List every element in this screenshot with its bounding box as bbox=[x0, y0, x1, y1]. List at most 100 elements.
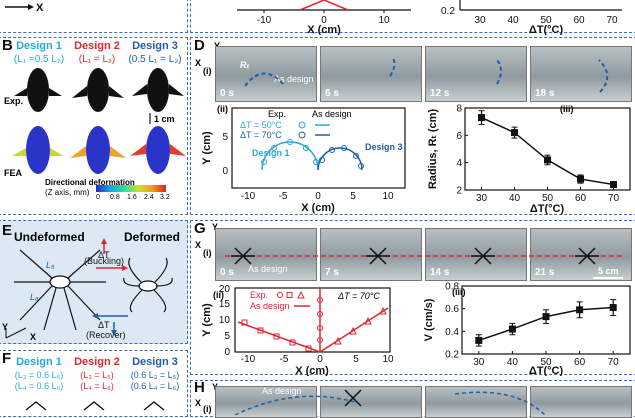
g-legend-dt: ΔT = 70°C bbox=[337, 291, 380, 301]
d-iii-ylabel: Radius, Rₜ (cm) bbox=[427, 109, 439, 190]
g-ii-xtick-5: 10 bbox=[382, 354, 394, 365]
h-axis-x: X bbox=[195, 398, 202, 408]
g-sub-ii: (ii) bbox=[213, 290, 224, 300]
g-iii-ytick-1: 0.2 bbox=[445, 350, 459, 361]
g-iii-point-2 bbox=[508, 325, 516, 333]
g-ii-xtick-2: -5 bbox=[280, 354, 289, 365]
d-iii-xtick-4: 60 bbox=[575, 193, 587, 204]
h-as-design-note: As design bbox=[262, 386, 302, 396]
g-photo-4-time: 21 s bbox=[535, 267, 555, 278]
d-iii-chart: ΔT(°C) Radius, Rₜ (cm) 30 40 50 60 70 2 4 6 8 bbox=[427, 104, 631, 215]
e-buckling: (Buckling) bbox=[84, 256, 125, 266]
g-ii-ytick-4: 15 bbox=[219, 299, 231, 310]
g-axis-x: X bbox=[195, 240, 202, 250]
top-left-tick-3: 10 bbox=[378, 15, 390, 26]
b-scale-label: 1 cm bbox=[154, 114, 175, 124]
f-design-3-rel2: (0.6 L₄ = L₆) bbox=[130, 381, 180, 391]
b-colorbar-title: Directional deformation bbox=[45, 178, 135, 187]
d-iii-xtick-3: 50 bbox=[542, 193, 554, 204]
d-iii-ytick-4: 8 bbox=[456, 104, 462, 115]
d-iii-xtick-1: 30 bbox=[476, 193, 488, 204]
g-photo-1-time: 0 s bbox=[220, 267, 234, 278]
g-iii-ytick-3: 0.6 bbox=[445, 304, 459, 315]
d-sub-i: (i) bbox=[203, 66, 212, 76]
d-as-design-note: As design bbox=[274, 74, 314, 84]
top-strip-left-panel bbox=[0, 0, 188, 33]
f-shapes bbox=[25, 401, 165, 411]
b-colorbar-tick-2: 0.8 bbox=[110, 194, 120, 201]
e-axis-x: X bbox=[30, 332, 37, 342]
d-ii-xtick-1: -10 bbox=[241, 191, 256, 202]
d-legend-design: As design bbox=[312, 109, 352, 119]
f-design-1-rel2: (L₄ = 0.6 L₆) bbox=[14, 381, 64, 391]
g-ii-ytick-3: 10 bbox=[219, 315, 231, 326]
top-left-tick-1: -10 bbox=[257, 15, 272, 26]
g-iii-xtick-1: 30 bbox=[473, 357, 485, 368]
b-colorbar-tick-4: 2.4 bbox=[144, 194, 154, 201]
d-iii-point-2 bbox=[511, 129, 518, 137]
top-strip-right-panel bbox=[190, 0, 635, 33]
e-deformed-title: Deformed bbox=[124, 230, 181, 244]
g-iii-point-3 bbox=[542, 313, 550, 321]
d-iii-point-3 bbox=[544, 156, 551, 164]
g-iii-point-4 bbox=[576, 306, 584, 314]
top-strip-axes: X -10 0 10 X (cm) 0.2 30 40 50 60 70 ΔT(… bbox=[5, 0, 622, 35]
g-photo-4: 21 s bbox=[530, 228, 632, 281]
b-colorbar-tick-5: 3.2 bbox=[160, 194, 170, 201]
e-undeformed-title: Undeformed bbox=[14, 230, 85, 244]
g-ii-legend: Exp. As design ΔT = 70°C bbox=[250, 290, 380, 311]
d-trajectory-overlays bbox=[244, 57, 609, 93]
g-iii-xtick-3: 50 bbox=[540, 357, 552, 368]
g-legend-design: As design bbox=[250, 301, 290, 311]
g-ii-ytick-5: 20 bbox=[219, 284, 231, 295]
d-ii-ylabel: Y (cm) bbox=[201, 131, 213, 165]
g-ii-xtick-3: 0 bbox=[317, 354, 323, 365]
d-ii-xtick-4: 5 bbox=[350, 191, 356, 202]
b-colorbar-sub: (Z axis, mm) bbox=[45, 188, 90, 197]
f-design-3-title: Design 3 bbox=[132, 356, 178, 368]
d-ii-legend: Exp. As design ΔT = 50°C ΔT = 70°C bbox=[240, 109, 352, 140]
g-ii-xtick-1: -10 bbox=[241, 354, 256, 365]
g-iii-point-1 bbox=[475, 336, 483, 344]
d-legend-dt50: ΔT = 50°C bbox=[240, 120, 282, 130]
e-axis-y: Y bbox=[2, 322, 9, 332]
panel-d-label: D bbox=[194, 37, 205, 54]
d-ii-ytick-2: 5 bbox=[222, 132, 228, 143]
d-ii-xtick-5: 10 bbox=[382, 191, 394, 202]
d-radius-label: Rₜ bbox=[240, 60, 250, 70]
g-ii-ylabel: Y (cm) bbox=[201, 303, 213, 337]
f-design-2-rel1: (L₃ = L₅) bbox=[80, 370, 114, 380]
d-ii-xlabel: X (cm) bbox=[301, 202, 335, 214]
d-ii-xtick-3: 0 bbox=[315, 191, 321, 202]
b-design-3-title: Design 3 bbox=[132, 40, 178, 52]
d-iii-series-line bbox=[481, 116, 614, 186]
f-design-3-rel1: (0.6 L₃ = L₅) bbox=[130, 370, 180, 380]
d-design-3-label: Design 3 bbox=[365, 142, 403, 152]
d-iii-xtick-2: 40 bbox=[509, 193, 521, 204]
g-ii-plot: Exp. As design ΔT = 70°C -10 -5 0 5 10 0… bbox=[201, 282, 631, 376]
e-recover: (Recover) bbox=[86, 330, 126, 340]
top-right-tick-2: 40 bbox=[507, 15, 519, 26]
d-ii-ytick-1: 0 bbox=[222, 166, 228, 177]
b-design-1-title: Design 1 bbox=[16, 40, 62, 52]
g-photo-3: 14 s bbox=[425, 228, 527, 281]
b-fea-shapes bbox=[12, 126, 186, 174]
d-ii-plot: Exp. As design ΔT = 50°C ΔT = 70°C Desig… bbox=[201, 104, 631, 215]
d-iii-xtick-5: 70 bbox=[608, 193, 620, 204]
d-iii-xlabel: ΔT(°C) bbox=[530, 203, 565, 215]
g-legend-exp: Exp. bbox=[250, 290, 268, 300]
h-photo-overlays bbox=[234, 389, 546, 415]
g-axis-y: Y bbox=[212, 222, 219, 232]
d-iii-point-4 bbox=[577, 175, 584, 183]
e-l5-label: L₅ bbox=[46, 260, 55, 270]
g-scale-label: 5 cm bbox=[598, 266, 619, 276]
f-design-1-rel1: (L₃ = 0.6 L₅) bbox=[14, 370, 64, 380]
g-iii-xlabel: ΔT(°C) bbox=[529, 365, 564, 376]
top-right-y-tick: 0.2 bbox=[441, 6, 455, 17]
d-photo-4-time: 18 s bbox=[535, 88, 555, 99]
panel-e-label: E bbox=[2, 222, 13, 239]
top-right-tick-4: 60 bbox=[573, 15, 585, 26]
g-ii-xlabel: X (cm) bbox=[295, 365, 329, 376]
panel-f-label: F bbox=[2, 350, 12, 367]
b-exp-label: Exp. bbox=[4, 96, 24, 106]
